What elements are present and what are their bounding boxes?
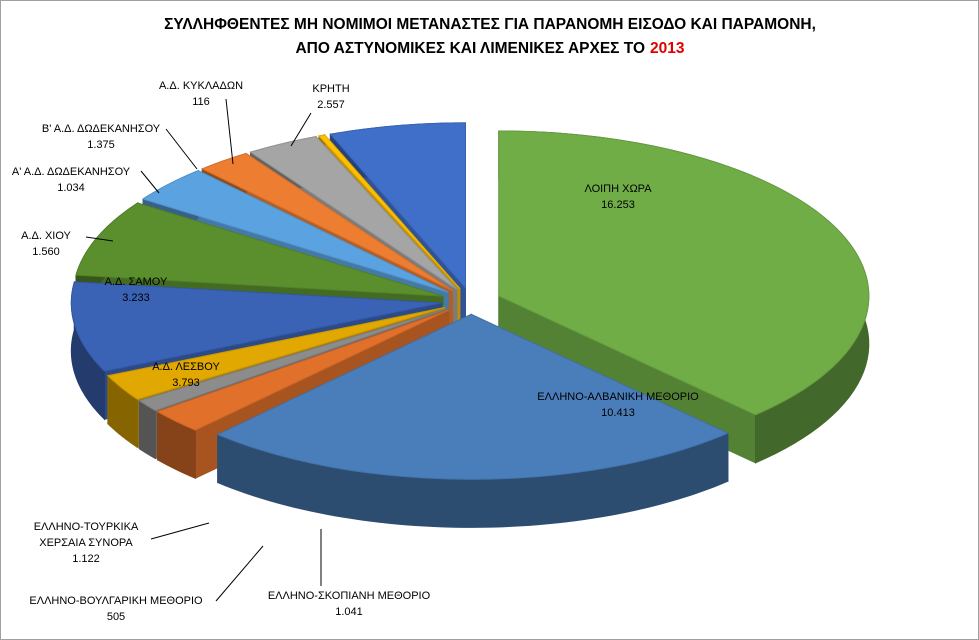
label-name: ΛΟΙΠΗ ΧΩΡΑ	[584, 183, 652, 195]
label-name: ΕΛΛΗΝΟ-ΣΚΟΠΙΑΝΗ ΜΕΘΟΡΙΟ	[267, 590, 431, 602]
slice	[329, 122, 466, 290]
data-label: ΛΟΙΠΗ ΧΩΡΑ 16.253	[584, 181, 651, 213]
label-name: Α' Α.Δ. ΔΩΔΕΚΑΝΗΣΟΥ	[11, 166, 131, 178]
slice	[75, 202, 444, 297]
slice	[201, 152, 453, 291]
label-value: 1.560	[32, 246, 60, 258]
leader-line	[290, 112, 312, 147]
leader-line	[85, 236, 114, 242]
label-value: 1.122	[72, 553, 100, 565]
data-label: ΕΛΛΗΝΟ-ΒΟΥΛΓΑΡΙΚΗ ΜΕΘΟΡΙΟ 505	[29, 593, 202, 625]
label-name: Α.Δ. ΧΙΟΥ	[21, 230, 71, 242]
slice	[216, 313, 730, 480]
chart-title-year: 2013	[650, 40, 685, 57]
data-label: Α' Α.Δ. ΔΩΔΕΚΑΝΗΣΟΥ 1.034	[12, 164, 130, 196]
label-value: 2.557	[317, 99, 345, 111]
data-label: Α.Δ. ΣΑΜΟΥ 3.233	[105, 274, 168, 306]
label-value: 1.041	[335, 606, 363, 618]
label-value: 116	[192, 96, 210, 108]
chart-title: ΑΠΟ ΑΣΤΥΝΟΜΙΚΕΣ ΚΑΙ ΛΙΜΕΝΙΚΕΣ ΑΡΧΕΣ ΤΟ	[295, 40, 645, 57]
data-label: ΕΛΛΗΝΟ-ΑΛΒΑΝΙΚΗ ΜΕΘΟΡΙΟ 10.413	[537, 389, 698, 421]
label-value: 10.413	[601, 407, 635, 419]
slice	[317, 134, 461, 289]
chart-title: ΑΠΟ ΑΣΤΥΝΟΜΙΚΕΣ ΚΑΙ ΛΙΜΕΝΙΚΕΣ ΑΡΧΕΣ ΤΟ 20…	[295, 40, 684, 57]
label-name: ΕΛΛΗΝΟ-ΒΟΥΛΓΑΡΙΚΗ ΜΕΘΟΡΙΟ	[29, 595, 203, 607]
label-name: ΚΡΗΤΗ	[312, 83, 350, 95]
leader-line	[165, 128, 198, 170]
data-label: ΚΡΗΤΗ 2.557	[312, 81, 349, 113]
label-value: 16.253	[601, 199, 635, 211]
label-name: ΕΛΛΗΝΟ-ΤΟΥΡΚΙΚΑ ΧΕΡΣΑΙΑ ΣΥΝΟΡΑ	[33, 521, 139, 549]
slice	[106, 307, 445, 400]
label-name: Α.Δ. ΚΥΚΛΑΔΩΝ	[158, 80, 244, 92]
leader-line	[225, 98, 234, 165]
slice	[498, 130, 870, 416]
label-name: Α.Δ. ΣΑΜΟΥ	[104, 276, 168, 288]
slice	[249, 136, 458, 290]
data-label: Β' Α.Δ. ΔΩΔΕΚΑΝΗΣΟΥ 1.375	[42, 121, 160, 153]
label-value: 505	[106, 611, 126, 623]
slice	[138, 308, 447, 412]
slice	[156, 309, 450, 431]
label-name: Β' Α.Δ. ΔΩΔΕΚΑΝΗΣΟΥ	[41, 123, 161, 135]
data-label: ΕΛΛΗΝΟ-ΤΟΥΡΚΙΚΑ ΧΕΡΣΑΙΑ ΣΥΝΟΡΑ 1.122	[24, 519, 149, 567]
label-value: 3.233	[122, 292, 150, 304]
label-name: Α.Δ. ΛΕΣΒΟΥ	[152, 361, 220, 373]
label-value: 3.793	[172, 377, 200, 389]
label-value: 1.375	[87, 139, 115, 151]
data-label: ΕΛΛΗΝΟ-ΣΚΟΠΙΑΝΗ ΜΕΘΟΡΙΟ 1.041	[268, 588, 430, 620]
slice	[141, 170, 449, 293]
leader-line	[140, 170, 160, 194]
label-name: ΕΛΛΗΝΟ-ΑΛΒΑΝΙΚΗ ΜΕΘΟΡΙΟ	[537, 391, 699, 403]
data-label: Α.Δ. ΛΕΣΒΟΥ 3.793	[152, 359, 220, 391]
leader-line	[215, 545, 264, 602]
slice	[70, 281, 442, 372]
leader-line	[150, 522, 210, 540]
data-label: Α.Δ. ΚΥΚΛΑΔΩΝ 116	[159, 78, 243, 110]
label-value: 1.034	[57, 182, 85, 194]
chart-title: ΣΥΛΛΗΦΘΕΝΤΕΣ ΜΗ ΝΟΜΙΜΟΙ ΜΕΤΑΝΑΣΤΕΣ ΓΙΑ Π…	[164, 16, 816, 33]
data-label: Α.Δ. ΧΙΟΥ 1.560	[21, 228, 71, 260]
